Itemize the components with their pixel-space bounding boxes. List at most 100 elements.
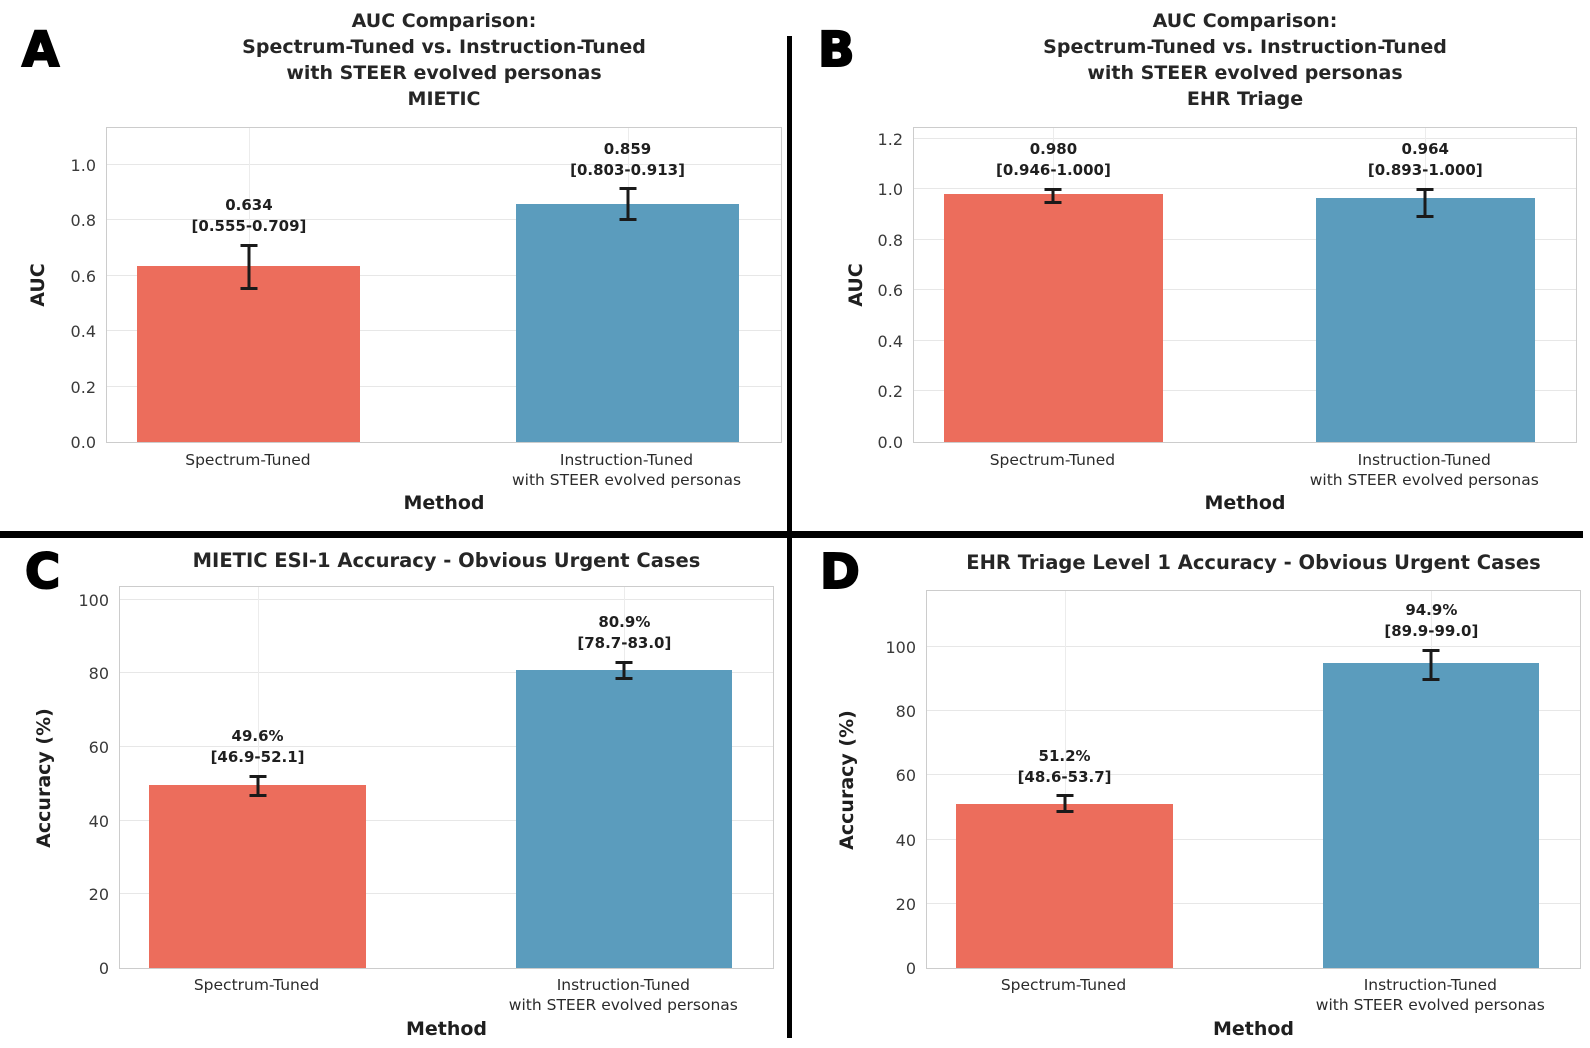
gridline-y [120,672,773,674]
error-bar-line [1429,650,1433,680]
error-bar-cap-top [1056,794,1074,798]
gridline-y [914,137,1576,139]
error-bar-cap-top [1044,187,1062,191]
y-tick-label: 20 [88,885,109,905]
bar-value-annotation: 49.6% [46.9-52.1] [210,727,305,767]
error-bar-cap-bottom [1044,201,1062,205]
y-tick-label: 100 [885,637,916,657]
y-axis-label: Accuracy (%) [836,709,858,850]
bar-instruction-tuned [1315,198,1535,442]
y-tick-label: 0.8 [877,230,903,250]
bar-spectrum-tuned [956,803,1173,968]
chart-title: AUC Comparison: Spectrum-Tuned vs. Instr… [1043,10,1447,110]
y-tick-label: 0.6 [70,266,96,286]
bar-spectrum-tuned [149,785,366,968]
gridline-y [120,819,773,821]
error-bar-line [1051,189,1055,203]
bar-value-annotation: 94.9% [89.9-99.0] [1384,601,1479,641]
y-tick-label: 1.0 [70,155,96,175]
y-tick-label: 0.6 [877,281,903,301]
y-axis-label: AUC [27,263,49,307]
x-category-label: Instruction-Tuned with STEER evolved per… [1315,976,1545,1014]
gridline-y [107,385,781,387]
error-bar-line [622,662,626,679]
error-bar-cap-bottom [615,676,633,680]
x-axis-label: Method [1204,492,1286,514]
error-bar-cap-bottom [1056,810,1074,814]
bar-instruction-tuned [516,670,733,968]
plot-area: 0.980 [0.946-1.000] 0.964 [0.893-1.000] [913,127,1577,443]
x-category-label: Instruction-Tuned with STEER evolved per… [1309,451,1539,489]
bar-spectrum-tuned [137,266,361,442]
gridline-y [914,339,1576,341]
x-axis-label: Method [403,492,485,514]
gridline-y [120,598,773,600]
gridline-y [107,219,781,221]
panel-divider-horizontal [0,531,1583,538]
gridline-y [914,390,1576,392]
x-category-label: Spectrum-Tuned [185,451,311,469]
panel-letter-a: A [21,22,60,78]
chart-panel-c: C MIETIC ESI-1 Accuracy - Obvious Urgent … [0,540,789,1048]
y-tick-label: 0.0 [877,433,903,452]
x-axis-label: Method [405,1018,488,1040]
gridline-y [914,188,1576,190]
x-category-label: Spectrum-Tuned [989,451,1116,469]
error-bar-cap-top [249,774,267,778]
gridline-y [927,774,1580,776]
gridline-y [927,710,1580,712]
gridline-y [914,238,1576,240]
bar-instruction-tuned [1323,663,1540,968]
bar-value-annotation: 0.634 [0.555-0.709] [191,196,307,236]
y-tick-label: 60 [895,766,916,786]
error-bar-cap-top [619,187,637,191]
y-tick-label: 0 [905,959,916,978]
y-tick-label: 80 [88,664,109,684]
chart-panel-d: D EHR Triage Level 1 Accuracy - Obvious U… [795,540,1590,1048]
panel-letter-c: C [24,544,61,600]
y-tick-label: 0.2 [70,377,96,397]
error-bar-cap-bottom [1422,677,1440,681]
y-tick-label: 80 [895,702,916,722]
y-tick-label: 60 [88,738,109,758]
y-tick-label: 20 [895,894,916,914]
error-bar-line [247,245,251,289]
bar-value-annotation: 0.964 [0.893-1.000] [1367,140,1483,180]
gridline-y [120,746,773,748]
gridline-y [107,274,781,276]
x-axis-label: Method [1212,1018,1295,1040]
chart-title: EHR Triage Level 1 Accuracy - Obvious Ur… [966,551,1541,574]
plot-area: 49.6% [46.9-52.1] 80.9% [78.7-83.0] [119,586,774,969]
y-tick-label: 40 [895,830,916,850]
bar-instruction-tuned [515,203,740,442]
plot-area: 51.2% [48.6-53.7] 94.9% [89.9-99.0] [926,590,1581,969]
error-bar-line [1063,795,1067,812]
error-bar-cap-top [240,243,258,247]
error-bar-cap-bottom [619,217,637,221]
gridline-y [927,645,1580,647]
gridline-y [120,893,773,895]
chart-title: AUC Comparison: Spectrum-Tuned vs. Instr… [242,10,646,110]
panel-letter-d: D [819,544,861,600]
y-tick-label: 0.8 [70,211,96,231]
chart-panel-a: A AUC Comparison: Spectrum-Tuned vs. Inst… [0,0,789,531]
plot-area: 0.634 [0.555-0.709] 0.859 [0.803-0.913] [106,127,782,443]
y-tick-label: 1.0 [877,180,903,200]
error-bar-cap-bottom [1416,214,1434,218]
gridline-y [914,289,1576,291]
x-category-label: Spectrum-Tuned [1000,976,1127,994]
y-tick-label: 40 [88,811,109,831]
y-tick-label: 0.0 [70,433,96,452]
x-category-label: Instruction-Tuned with STEER evolved per… [511,451,742,489]
y-axis-label: Accuracy (%) [33,707,55,848]
error-bar-cap-top [1422,648,1440,652]
error-bar-cap-top [1416,187,1434,191]
y-axis-label: AUC [845,263,867,307]
panel-letter-b: B [817,22,856,78]
y-tick-label: 0.4 [877,331,903,351]
y-tick-label: 100 [78,590,109,610]
gridline-y [927,902,1580,904]
chart-title: MIETIC ESI-1 Accuracy - Obvious Urgent C… [192,549,701,572]
gridline-y [107,163,781,165]
